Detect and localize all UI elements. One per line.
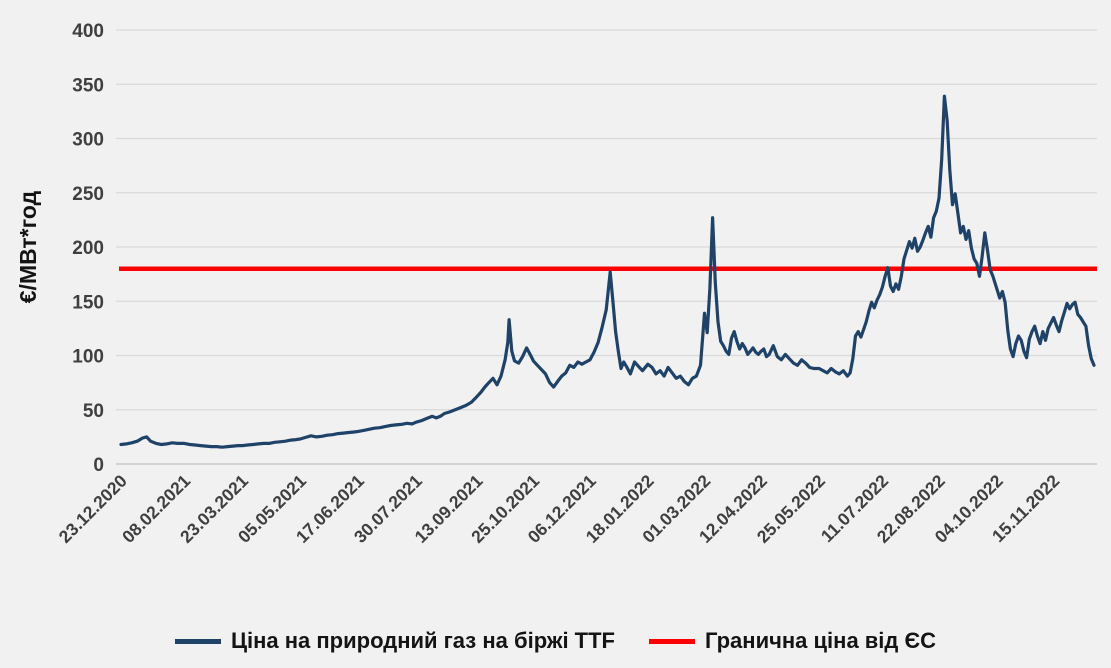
y-axis-title: €/МВт*год [15, 190, 41, 303]
gridlines [116, 29, 1097, 465]
eu-cap-line-swatch-icon [648, 638, 695, 644]
legend-item-ttf: Ціна на природний газ на біржі TTF [174, 628, 615, 654]
y-tick-label: 100 [72, 347, 104, 368]
y-tick-label: 150 [72, 292, 104, 313]
axis-labels: 05010015020025030035040023.12.202008.02.… [55, 21, 1064, 547]
y-tick-label: 50 [83, 401, 104, 422]
legend-label-ttf: Ціна на природний газ на біржі TTF [230, 628, 615, 653]
y-tick-label: 400 [72, 21, 104, 42]
series-lines [119, 94, 1097, 449]
y-tick-label: 350 [72, 75, 104, 96]
y-tick-label: 0 [93, 455, 104, 476]
chart-legend: Ціна на природний газ на біржі TTF Грани… [0, 628, 1111, 654]
y-tick-label: 250 [72, 184, 104, 205]
legend-item-eu-cap: Гранична ціна від ЄС [648, 628, 937, 654]
ttf-price-line [119, 94, 1096, 449]
y-tick-label: 300 [72, 130, 104, 151]
ttf-line-swatch-icon [174, 638, 221, 644]
y-tick-label: 200 [72, 238, 104, 259]
legend-label-eu-cap: Гранична ціна від ЄС [704, 628, 937, 653]
